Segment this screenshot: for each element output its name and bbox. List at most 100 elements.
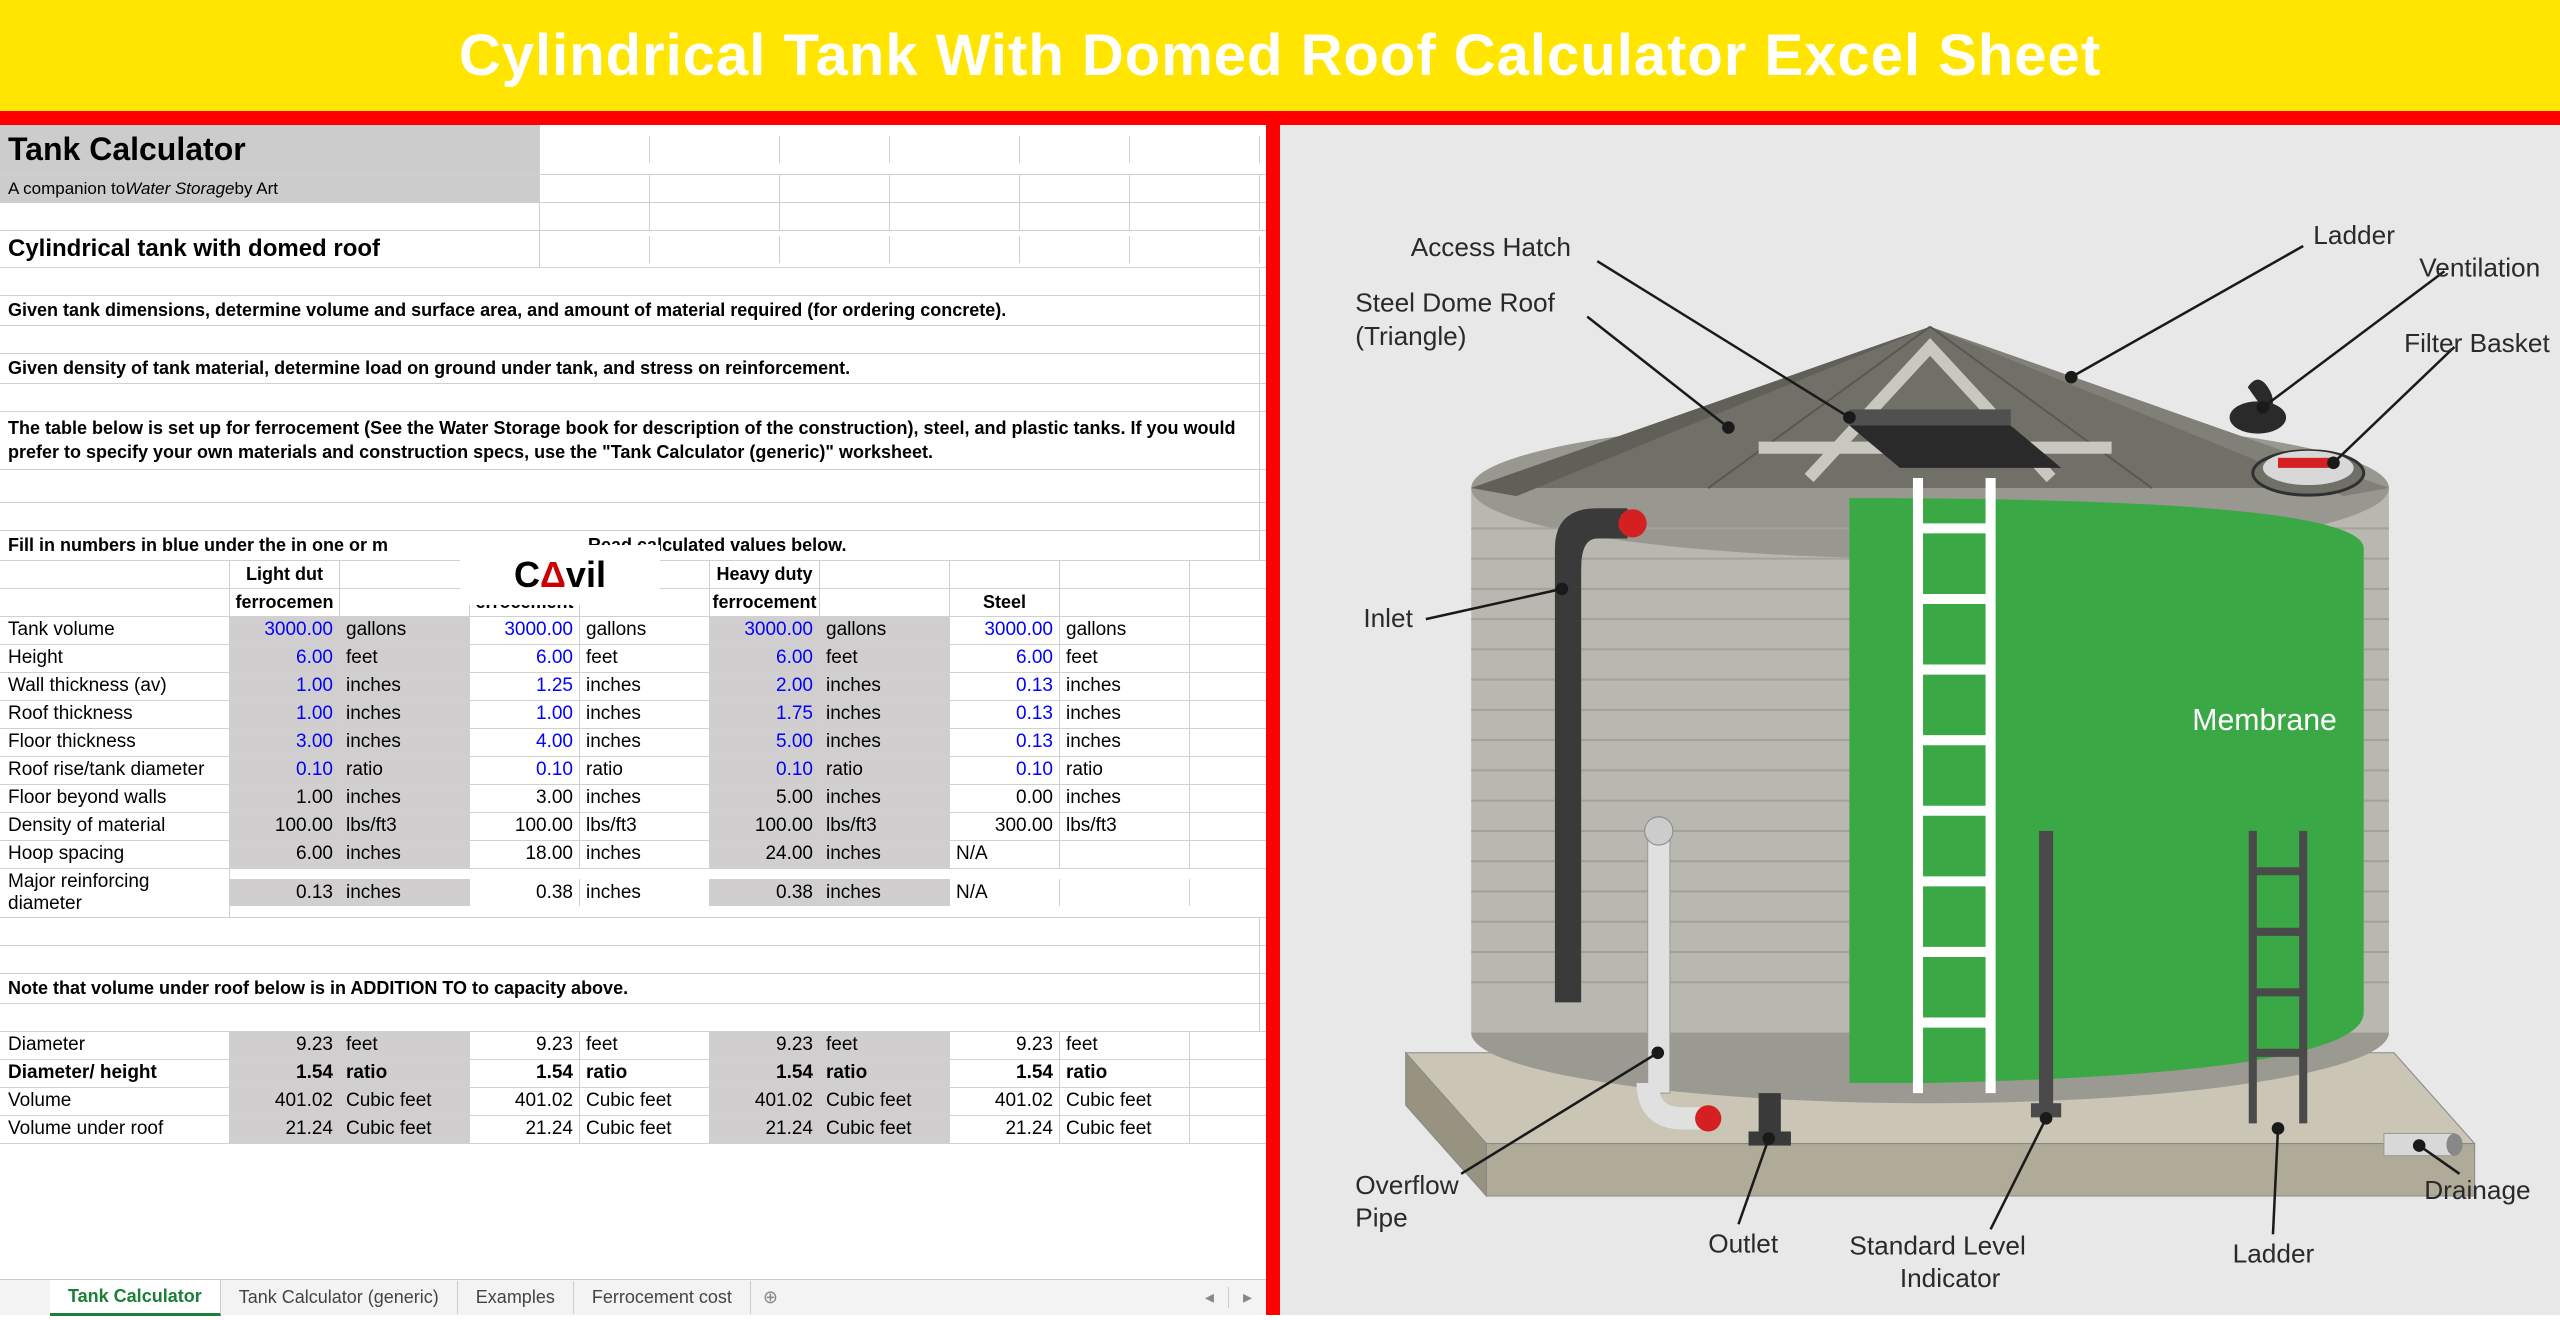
col-header-2-1: Heavy duty	[710, 561, 820, 588]
output-val-3-3: 21.24	[950, 1116, 1060, 1143]
input-label-0: Tank volume	[0, 617, 230, 644]
input-val-8-3[interactable]: N/A	[950, 841, 1060, 868]
output-label-0: Diameter	[0, 1032, 230, 1059]
input-val-6-0[interactable]: 1.00	[230, 785, 340, 812]
input-val-2-3[interactable]: 0.13	[950, 673, 1060, 700]
input-val-7-3[interactable]: 300.00	[950, 813, 1060, 840]
input-unit-1-1: feet	[580, 645, 710, 672]
output-unit-1-1: ratio	[580, 1060, 710, 1087]
input-val-6-2[interactable]: 5.00	[710, 785, 820, 812]
output-val-0-2: 9.23	[710, 1032, 820, 1059]
output-val-3-1: 21.24	[470, 1116, 580, 1143]
input-unit-7-0: lbs/ft3	[340, 813, 470, 840]
tab-scroll-left[interactable]: ◂	[1191, 1287, 1228, 1308]
tab-scroll-right[interactable]: ▸	[1229, 1287, 1266, 1308]
input-label-7: Density of material	[0, 813, 230, 840]
input-val-0-3[interactable]: 3000.00	[950, 617, 1060, 644]
input-unit-0-0: gallons	[340, 617, 470, 644]
input-unit-7-1: lbs/ft3	[580, 813, 710, 840]
input-val-9-2[interactable]: 0.38	[710, 879, 820, 906]
input-unit-4-2: inches	[820, 729, 950, 756]
input-val-2-0[interactable]: 1.00	[230, 673, 340, 700]
input-val-6-1[interactable]: 3.00	[470, 785, 580, 812]
input-val-1-3[interactable]: 6.00	[950, 645, 1060, 672]
tab-ferrocement-cost[interactable]: Ferrocement cost	[574, 1281, 751, 1314]
input-val-0-0[interactable]: 3000.00	[230, 617, 340, 644]
label-steel-dome-1: Steel Dome Roof	[1355, 288, 1555, 318]
output-val-0-1: 9.23	[470, 1032, 580, 1059]
input-unit-5-0: ratio	[340, 757, 470, 784]
input-val-0-2[interactable]: 3000.00	[710, 617, 820, 644]
label-ladder-top: Ladder	[2313, 220, 2395, 250]
input-unit-6-3: inches	[1060, 785, 1190, 812]
output-val-0-3: 9.23	[950, 1032, 1060, 1059]
label-inlet: Inlet	[1363, 603, 1413, 633]
output-val-2-1: 401.02	[470, 1088, 580, 1115]
input-val-4-1[interactable]: 4.00	[470, 729, 580, 756]
input-unit-1-2: feet	[820, 645, 950, 672]
desc-2: Given density of tank material, determin…	[0, 354, 1260, 383]
input-unit-6-0: inches	[340, 785, 470, 812]
tab-tank-calculator[interactable]: Tank Calculator	[50, 1280, 221, 1316]
output-val-1-3: 1.54	[950, 1060, 1060, 1087]
label-sli-2: Indicator	[1900, 1263, 2001, 1293]
input-val-7-0[interactable]: 100.00	[230, 813, 340, 840]
tab-examples[interactable]: Examples	[458, 1281, 574, 1314]
input-val-3-2[interactable]: 1.75	[710, 701, 820, 728]
input-val-1-2[interactable]: 6.00	[710, 645, 820, 672]
input-val-6-3[interactable]: 0.00	[950, 785, 1060, 812]
input-val-9-3[interactable]: N/A	[950, 879, 1060, 906]
input-unit-4-1: inches	[580, 729, 710, 756]
input-val-5-2[interactable]: 0.10	[710, 757, 820, 784]
input-unit-3-1: inches	[580, 701, 710, 728]
tab-tank-calculator-generic[interactable]: Tank Calculator (generic)	[221, 1281, 458, 1314]
input-val-8-2[interactable]: 24.00	[710, 841, 820, 868]
input-label-1: Height	[0, 645, 230, 672]
input-val-4-0[interactable]: 3.00	[230, 729, 340, 756]
output-unit-0-2: feet	[820, 1032, 950, 1059]
output-unit-1-0: ratio	[340, 1060, 470, 1087]
input-val-2-2[interactable]: 2.00	[710, 673, 820, 700]
output-unit-1-3: ratio	[1060, 1060, 1190, 1087]
output-val-1-1: 1.54	[470, 1060, 580, 1087]
input-val-5-0[interactable]: 0.10	[230, 757, 340, 784]
output-unit-3-3: Cubic feet	[1060, 1116, 1190, 1143]
spreadsheet-body: CΔvil Tank CalculatorA companion to Wate…	[0, 125, 1266, 1279]
input-unit-3-3: inches	[1060, 701, 1190, 728]
input-unit-7-2: lbs/ft3	[820, 813, 950, 840]
label-access-hatch: Access Hatch	[1411, 232, 1571, 262]
input-val-8-0[interactable]: 6.00	[230, 841, 340, 868]
input-val-3-1[interactable]: 1.00	[470, 701, 580, 728]
input-unit-6-2: inches	[820, 785, 950, 812]
input-val-3-3[interactable]: 0.13	[950, 701, 1060, 728]
input-val-5-3[interactable]: 0.10	[950, 757, 1060, 784]
output-unit-2-1: Cubic feet	[580, 1088, 710, 1115]
input-val-4-2[interactable]: 5.00	[710, 729, 820, 756]
input-val-2-1[interactable]: 1.25	[470, 673, 580, 700]
input-unit-9-2: inches	[820, 879, 950, 906]
input-val-1-0[interactable]: 6.00	[230, 645, 340, 672]
input-val-7-1[interactable]: 100.00	[470, 813, 580, 840]
input-val-7-2[interactable]: 100.00	[710, 813, 820, 840]
input-val-8-1[interactable]: 18.00	[470, 841, 580, 868]
input-unit-0-1: gallons	[580, 617, 710, 644]
label-overflow-1: Overflow	[1355, 1170, 1459, 1200]
input-val-5-1[interactable]: 0.10	[470, 757, 580, 784]
input-val-9-1[interactable]: 0.38	[470, 879, 580, 906]
input-val-0-1[interactable]: 3000.00	[470, 617, 580, 644]
page-banner: Cylindrical Tank With Domed Roof Calcula…	[0, 0, 2560, 111]
banner-title: Cylindrical Tank With Domed Roof Calcula…	[459, 23, 2101, 88]
input-val-3-0[interactable]: 1.00	[230, 701, 340, 728]
input-val-9-0[interactable]: 0.13	[230, 879, 340, 906]
section-heading: Cylindrical tank with domed roof	[0, 231, 540, 267]
label-sli-1: Standard Level	[1849, 1230, 2025, 1260]
add-sheet-button[interactable]: ⊕	[751, 1287, 790, 1308]
input-val-1-1[interactable]: 6.00	[470, 645, 580, 672]
output-val-2-3: 401.02	[950, 1088, 1060, 1115]
civil-logo: CΔvil	[460, 545, 660, 605]
input-val-4-3[interactable]: 0.13	[950, 729, 1060, 756]
content-area: CΔvil Tank CalculatorA companion to Wate…	[0, 125, 2560, 1315]
input-unit-0-2: gallons	[820, 617, 950, 644]
label-ladder-bottom: Ladder	[2233, 1239, 2315, 1269]
desc-3: The table below is set up for ferrocemen…	[0, 412, 1260, 469]
